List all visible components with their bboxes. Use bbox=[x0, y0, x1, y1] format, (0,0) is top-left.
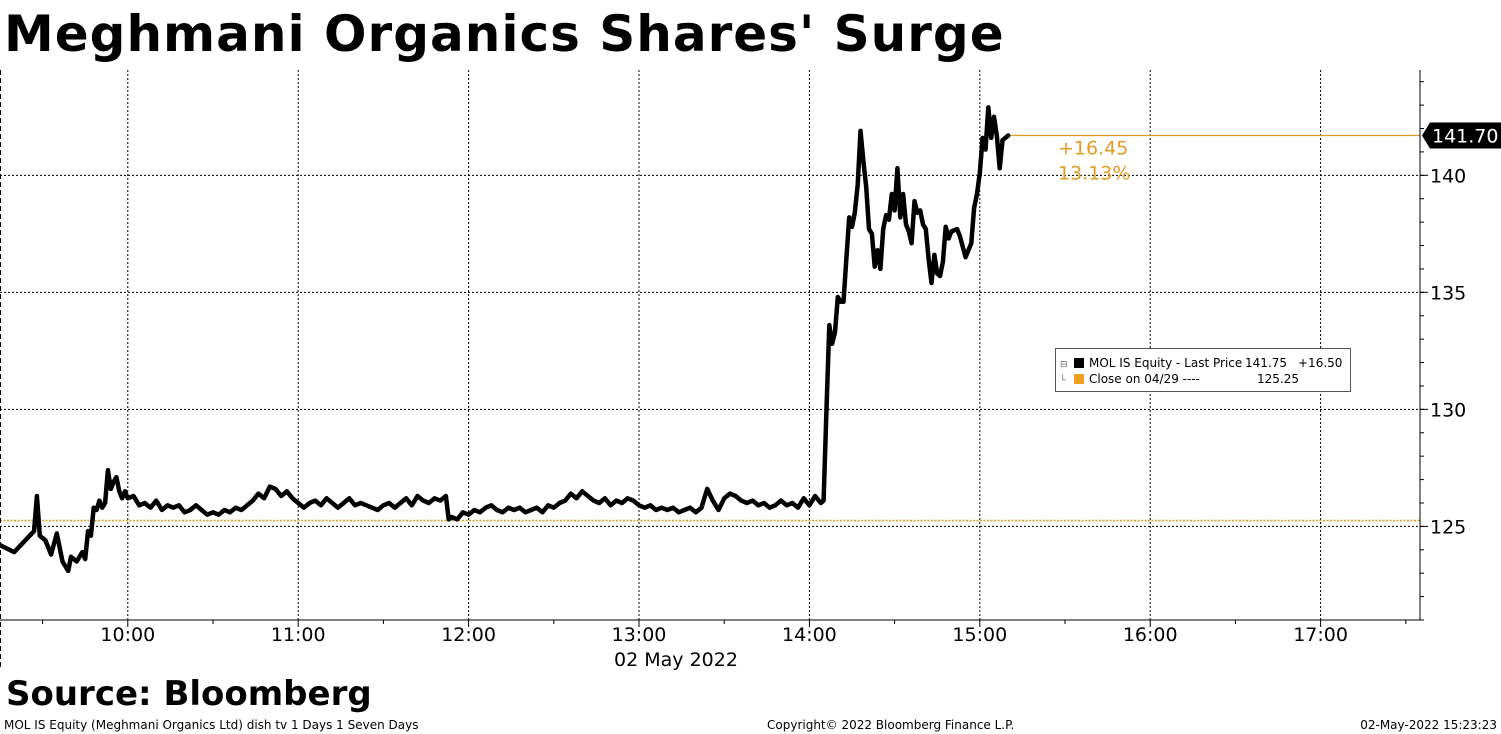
grid-lines bbox=[0, 70, 1420, 620]
footer-timestamp: 02-May-2022 15:23:23 bbox=[1360, 718, 1497, 732]
y-tick-label: 140 bbox=[1430, 165, 1466, 187]
change-pct-label: 13.13% bbox=[1058, 163, 1130, 185]
legend-name: Close on 04/29 ---- bbox=[1089, 372, 1200, 386]
legend-swatch-close bbox=[1074, 374, 1084, 384]
x-axis-title: 02 May 2022 bbox=[614, 649, 738, 671]
legend-name: MOL IS Equity - Last Price bbox=[1089, 356, 1243, 370]
chart-legend: ⊟ MOL IS Equity - Last Price 141.75 +16.… bbox=[1055, 348, 1351, 392]
change-abs-label: +16.45 bbox=[1058, 138, 1128, 160]
footer-security: MOL IS Equity (Meghmani Organics Ltd) di… bbox=[4, 718, 419, 732]
last-price-tag bbox=[1422, 122, 1501, 149]
y-tick-label: 135 bbox=[1430, 282, 1466, 304]
y-tick-label: 130 bbox=[1430, 399, 1466, 421]
series-layer bbox=[0, 105, 1011, 574]
reference-lines bbox=[0, 134, 1420, 522]
x-tick-label: 10:00 bbox=[100, 624, 155, 646]
chart-title: Meghmani Organics Shares' Surge bbox=[4, 5, 1005, 63]
footer-copyright: Copyright© 2022 Bloomberg Finance L.P. bbox=[767, 718, 1015, 732]
legend-swatch-last-price bbox=[1074, 358, 1084, 368]
x-tick-label: 12:00 bbox=[441, 624, 496, 646]
legend-change: +16.50 bbox=[1298, 356, 1343, 370]
legend-tree-icon: ⊟ bbox=[1060, 360, 1068, 370]
x-tick-label: 13:00 bbox=[612, 624, 667, 646]
labels: 10:00 11:00 12:00 13:00 14:00 15:00 16:00 17:00… bbox=[100, 122, 1501, 671]
source-note: Source: Bloomberg bbox=[6, 674, 372, 714]
y-tick-label: 125 bbox=[1430, 516, 1466, 538]
legend-tree-icon: └ bbox=[1060, 376, 1066, 386]
legend-value: 125.25 bbox=[1257, 372, 1299, 386]
x-tick-label: 14:00 bbox=[782, 624, 837, 646]
legend-value: 141.75 bbox=[1245, 356, 1287, 370]
x-tick-label: 11:00 bbox=[271, 624, 326, 646]
x-tick-label: 15:00 bbox=[952, 624, 1007, 646]
price-series-line bbox=[0, 105, 1011, 574]
last-price-label: 141.70 bbox=[1432, 126, 1498, 148]
x-tick-label: 16:00 bbox=[1123, 624, 1178, 646]
axes bbox=[0, 70, 1428, 670]
x-tick-label: 17:00 bbox=[1293, 624, 1348, 646]
